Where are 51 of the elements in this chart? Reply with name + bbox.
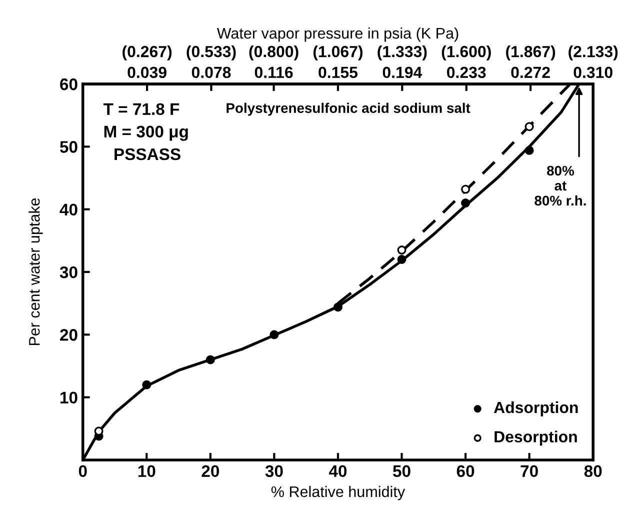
x2-tick-label: 0.194 (382, 66, 422, 78)
text: (2.133) (568, 45, 618, 60)
point (461, 184, 470, 194)
text: (1.067) (313, 45, 362, 60)
x-tick-label: 0 (78, 465, 87, 478)
x-tick-label: 50 (393, 465, 410, 478)
point (461, 198, 470, 208)
annotation: 80% at 80% r.h. (534, 166, 586, 206)
x2-tick-label: 0.078 (192, 66, 231, 78)
y-tick-label: 30 (60, 266, 78, 278)
x-tick-label: 80 (584, 465, 602, 478)
point (397, 254, 406, 264)
point (397, 246, 406, 255)
point (524, 146, 534, 155)
point (142, 380, 152, 390)
point (270, 330, 279, 340)
x-tick-label: 60 (456, 465, 474, 478)
annotation: Polystyrenesulfonic acid sodium salt (226, 102, 470, 116)
y-tick-label: 50 (60, 141, 78, 153)
y-tick-label: 40 (60, 204, 78, 216)
point (206, 355, 215, 364)
x2-tick-label: 0.310 (574, 66, 612, 78)
text: (1.333) (378, 45, 427, 60)
point (333, 302, 342, 312)
annotation: M = 300 μg (104, 126, 188, 141)
text: (0.267) (122, 45, 172, 60)
y-tick-label: 10 (60, 392, 78, 404)
text: (1.600) (442, 45, 491, 60)
x-tick-label: 10 (138, 465, 156, 478)
x-tick-label: 70 (520, 465, 538, 478)
x2-tick-label: 0.039 (128, 66, 166, 78)
x2-tick-label: 0.155 (318, 66, 358, 78)
x-tick-label: 20 (202, 465, 220, 478)
x2-tick-label: 0.233 (447, 66, 486, 78)
x-axis-title: % Relative humidity (271, 486, 406, 500)
annotation: PSSASS (114, 148, 180, 160)
y-tick-label: 20 (60, 329, 78, 341)
x2-tick-label: 0.272 (511, 66, 550, 78)
x2-axis-title: Water vapor pressure in psia (K Pa) (216, 27, 458, 42)
point (524, 122, 534, 132)
x-tick-label: 40 (328, 465, 347, 478)
legend-label: Adsorption (494, 401, 578, 416)
x2-tick-label: 0.116 (254, 66, 293, 78)
annotation: T = 71.8 F (103, 103, 180, 116)
text: (1.867) (506, 45, 556, 60)
legend-label: Desorption (494, 430, 577, 446)
x-tick-label: 30 (265, 465, 283, 478)
y-axis-title: Per cent water uptake (28, 198, 43, 346)
text: (0.800) (249, 45, 298, 60)
y-tick-label: 60 (60, 78, 78, 90)
text: (0.533) (186, 45, 236, 60)
